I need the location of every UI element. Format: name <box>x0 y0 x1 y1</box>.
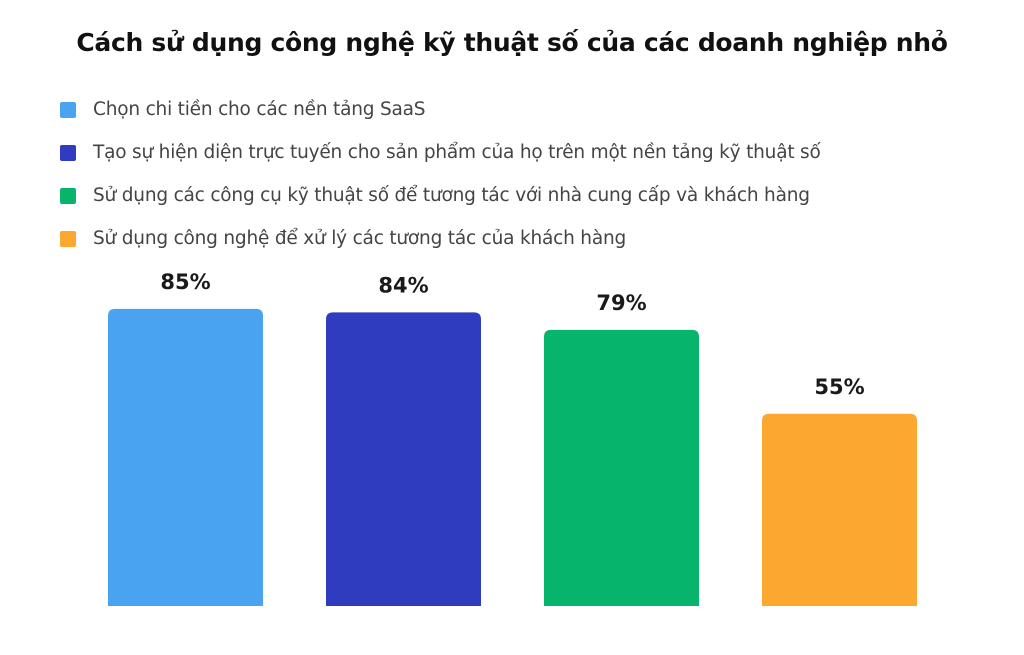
legend-item: Chọn chi tiền cho các nền tảng SaaS <box>60 88 821 131</box>
bar-value-label: 85% <box>160 270 210 294</box>
bar <box>326 312 481 606</box>
bar-value-label: 55% <box>814 375 864 399</box>
legend-item: Sử dụng công nghệ để xử lý các tương tác… <box>60 217 821 260</box>
bar <box>762 413 917 606</box>
legend-item: Tạo sự hiện diện trực tuyến cho sản phẩm… <box>60 131 821 174</box>
legend-label: Chọn chi tiền cho các nền tảng SaaS <box>93 99 426 120</box>
legend-label: Sử dụng công nghệ để xử lý các tương tác… <box>93 228 627 249</box>
chart-title: Cách sử dụng công nghệ kỹ thuật số của c… <box>76 28 948 57</box>
legend: Chọn chi tiền cho các nền tảng SaaS Tạo … <box>60 88 821 260</box>
bar <box>108 308 263 606</box>
legend-swatch <box>60 230 76 247</box>
legend-label: Tạo sự hiện diện trực tuyến cho sản phẩm… <box>93 142 821 163</box>
legend-label: Sử dụng các công cụ kỹ thuật số để tương… <box>93 185 810 206</box>
legend-swatch <box>60 144 76 161</box>
legend-item: Sử dụng các công cụ kỹ thuật số để tương… <box>60 174 821 217</box>
bar <box>544 329 699 606</box>
bar-value-label: 84% <box>378 273 428 297</box>
bar-value-label: 79% <box>596 291 646 315</box>
legend-swatch <box>60 101 76 118</box>
legend-swatch <box>60 187 76 204</box>
